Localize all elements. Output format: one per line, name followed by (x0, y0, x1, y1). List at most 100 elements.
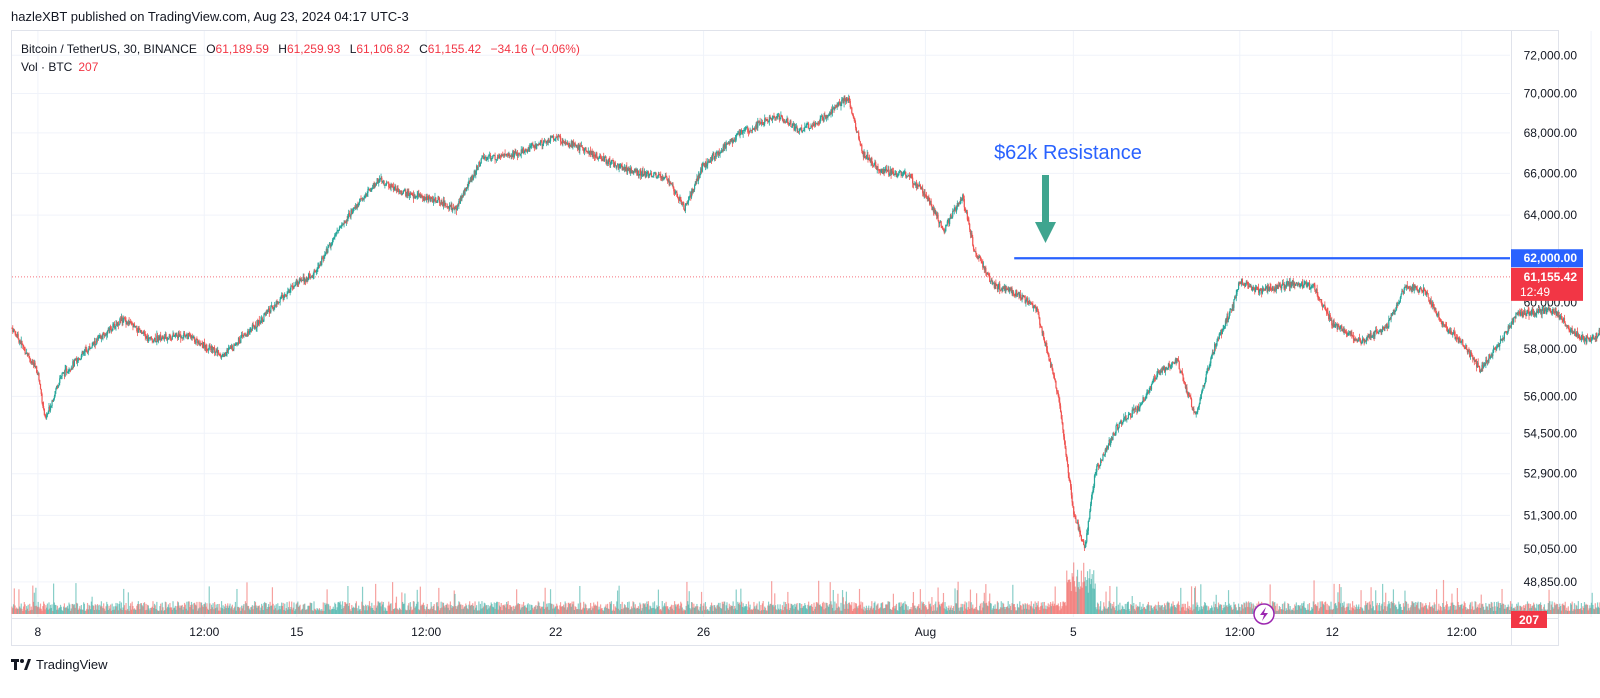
volume-bar (1553, 608, 1555, 614)
volume-bar (972, 609, 975, 614)
candle-body (382, 181, 384, 182)
volume-bar (820, 606, 822, 614)
volume-bar (316, 608, 318, 614)
candle-body (560, 141, 562, 143)
volume-bar (653, 607, 655, 614)
volume-bar (50, 607, 52, 614)
volume-bar (761, 603, 764, 614)
candle-body (255, 327, 257, 329)
volume-bar (1064, 601, 1066, 614)
volume-bar (1005, 606, 1007, 614)
volume-bar (120, 602, 123, 614)
candle-body (1046, 342, 1048, 351)
volume-bar (1392, 589, 1395, 614)
volume-bar (1432, 608, 1435, 614)
volume-bar (1234, 604, 1237, 614)
volume-bar (457, 604, 459, 614)
volume-bar (746, 606, 748, 614)
candle-body (671, 184, 673, 186)
candle-body (776, 116, 778, 119)
volume-bar (509, 604, 511, 614)
candle-body (498, 157, 500, 159)
candle-body (500, 155, 502, 157)
volume-bar (330, 610, 332, 614)
candle-body (727, 142, 730, 144)
volume-bar (1489, 604, 1491, 614)
volume-bar (473, 609, 475, 614)
volume-bar (763, 609, 765, 614)
volume-bar (1031, 606, 1033, 614)
volume-bar (1405, 601, 1407, 614)
candle-body (801, 130, 804, 132)
volume-bar (849, 604, 851, 614)
volume-bar (1051, 603, 1053, 614)
candle-body (761, 122, 763, 124)
volume-bar (1496, 606, 1499, 614)
candle-body (157, 335, 159, 342)
volume-bar (489, 605, 492, 614)
candle-body (566, 143, 569, 145)
volume-bar (408, 609, 411, 614)
volume-bar (951, 609, 953, 614)
candle-body (20, 341, 22, 344)
volume-bar (824, 608, 827, 614)
volume-bar (915, 609, 918, 614)
candle-body (555, 136, 557, 139)
volume-bar (509, 605, 512, 614)
candle-body (558, 135, 560, 137)
candle-body (433, 199, 435, 201)
volume-bar (396, 608, 398, 614)
volume-bar (1068, 579, 1070, 614)
volume-bar (1363, 610, 1365, 614)
volume-bar (1184, 610, 1186, 614)
candle-body (237, 343, 239, 345)
volume-bar (388, 605, 391, 614)
volume-bar (1300, 608, 1302, 614)
candle-body (783, 121, 785, 123)
volume-bar (1388, 601, 1390, 614)
volume-bar (877, 603, 879, 614)
volume-bar (479, 610, 481, 614)
candle-body (908, 175, 910, 176)
volume-bar (810, 605, 812, 614)
volume-bar (837, 593, 839, 614)
volume-bar (428, 609, 431, 614)
volume-bar (939, 604, 941, 614)
volume-bar (307, 605, 309, 614)
volume-bar (1279, 606, 1281, 614)
volume-bar (617, 608, 619, 614)
volume-bar (285, 608, 287, 614)
volume-bar (1034, 601, 1036, 614)
candle-body (26, 352, 28, 354)
candle-body (82, 352, 84, 355)
volume-bar (405, 610, 408, 614)
price-axis-divider (1511, 31, 1512, 645)
candle-body (1026, 298, 1029, 303)
volume-bar (912, 602, 914, 614)
candle-body (88, 346, 90, 349)
candle-body (539, 143, 541, 145)
volume-bar (205, 606, 207, 614)
candle-body (402, 193, 404, 195)
candle-body (157, 337, 159, 342)
volume-bar (236, 588, 238, 614)
volume-bar (940, 603, 942, 614)
candle-body (506, 153, 508, 156)
candle-body (804, 127, 806, 128)
candle-body (240, 334, 243, 337)
volume-bar (1175, 607, 1177, 614)
volume-bar (1476, 606, 1479, 614)
volume-bar (702, 605, 704, 614)
volume-bar (1036, 602, 1038, 614)
candle-body (808, 128, 811, 129)
volume-bar (666, 606, 668, 614)
volume-bar (1482, 603, 1484, 614)
volume-bar (1096, 609, 1098, 614)
volume-bar (1105, 591, 1107, 614)
volume-bar (840, 602, 842, 614)
candle-body (613, 160, 615, 167)
candle-body (202, 345, 204, 348)
candle-body (465, 187, 468, 191)
volume-bar (1355, 604, 1358, 614)
